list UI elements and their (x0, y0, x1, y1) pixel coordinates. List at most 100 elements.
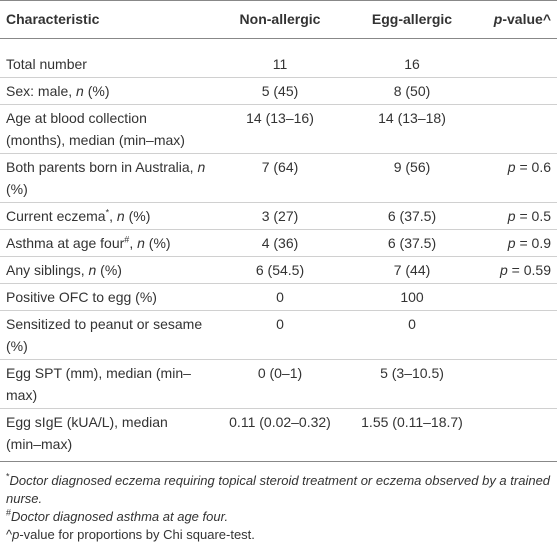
text-segment: 0 (0–1) (257, 365, 303, 381)
text-segment: 14 (13–16) (246, 110, 314, 126)
text-segment: (%) (96, 262, 122, 278)
text-segment: p (500, 262, 508, 278)
text-segment: , (109, 208, 117, 224)
cell: 7 (44) (348, 256, 476, 284)
cell: 14 (13–18) (348, 104, 476, 154)
text-segment: # (124, 234, 130, 245)
text-segment: Current eczema (6, 208, 106, 224)
cell: 5 (3–10.5) (348, 359, 476, 409)
text-segment: (%) (144, 235, 171, 251)
cell (476, 77, 557, 105)
text-segment: p (507, 208, 516, 224)
text-segment: 7 (64) (261, 159, 299, 175)
table-row: Both parents born in Australia, n (%) 7 (… (0, 153, 557, 203)
text-segment: 0.11 (0.02–0.32) (229, 414, 331, 430)
table-row: Egg SPT (mm), median (min–max) 0 (0–1) 5 (… (0, 359, 557, 409)
cell: 8 (50) (348, 77, 476, 105)
cell (476, 104, 557, 154)
cell: 0.11 (0.02–0.32) (212, 408, 348, 462)
text-segment: 8 (50) (393, 83, 431, 99)
footnote: ^p-value for proportions by Chi square-t… (6, 526, 551, 544)
row-label: Both parents born in Australia, n (%) (0, 153, 212, 203)
text-segment: n (116, 208, 125, 224)
row-label: Egg sIgE (kUA/L), median (min–max) (0, 408, 212, 462)
text-segment: Both parents born in Australia, (6, 159, 198, 175)
text-segment: Any siblings, (6, 262, 89, 278)
cell: 100 (348, 283, 476, 311)
text-segment: 11 (272, 56, 288, 72)
text-segment: 100 (400, 289, 424, 305)
cell: p = 0.5 (476, 202, 557, 230)
table-row: Any siblings, n (%) 6 (54.5) 7 (44) p = 0.5… (0, 256, 557, 284)
footnote: #Doctor diagnosed asthma at age four. (6, 508, 551, 526)
cell: 9 (56) (348, 153, 476, 203)
text-segment: -value^ (502, 11, 551, 27)
text-segment: 0 (276, 289, 284, 305)
cell (476, 283, 557, 311)
text-segment: p (507, 159, 516, 175)
text-segment: Positive OFC to egg (%) (6, 289, 157, 305)
text-segment: * (6, 471, 10, 482)
row-label: Egg SPT (mm), median (min–max) (0, 359, 212, 409)
text-segment: -value for proportions by Chi square-tes… (19, 527, 255, 542)
footnote: *Doctor diagnosed eczema requiring topic… (6, 472, 551, 508)
text-segment: ^ (6, 527, 13, 542)
text-segment: (%) (124, 208, 151, 224)
text-segment: (%) (83, 83, 110, 99)
cell: 0 (0–1) (212, 359, 348, 409)
cell: 11 (212, 38, 348, 78)
text-segment: Non-allergic (239, 11, 321, 27)
text-segment: 1.55 (0.11–18.7) (361, 414, 463, 430)
cell: 5 (45) (212, 77, 348, 105)
text-segment: 6 (37.5) (387, 235, 437, 251)
row-label: Current eczema*, n (%) (0, 202, 212, 230)
text-segment: Egg sIgE (kUA/L), median (min–max) (6, 414, 168, 452)
cell: 0 (348, 310, 476, 360)
text-segment: = 0.59 (507, 262, 551, 278)
row-label: Sensitized to peanut or sesame (%) (0, 310, 212, 360)
cell: 14 (13–16) (212, 104, 348, 154)
header-row: Characteristic Non-allergic Egg-allergic p-… (0, 0, 557, 39)
table-row: Asthma at age four#, n (%) 4 (36) 6 (37.5)… (0, 229, 557, 257)
cell: 0 (212, 310, 348, 360)
table-row: Egg sIgE (kUA/L), median (min–max) 0.11 (… (0, 408, 557, 462)
text-segment: Asthma at age four (6, 235, 125, 251)
table-row: Sex: male, n (%) 5 (45) 8 (50) (0, 77, 557, 105)
text-segment: 9 (56) (393, 159, 431, 175)
cell: 1.55 (0.11–18.7) (348, 408, 476, 462)
text-segment: = 0.6 (515, 159, 551, 175)
text-segment: n (88, 262, 97, 278)
row-label: Age at blood collection (months), median… (0, 104, 212, 154)
row-label: Total number (0, 38, 212, 78)
text-segment: Characteristic (6, 11, 100, 27)
column-header: Non-allergic (212, 0, 348, 39)
cell (476, 359, 557, 409)
text-segment: p (493, 11, 503, 27)
table-header: Characteristic Non-allergic Egg-allergic p-… (0, 0, 557, 39)
text-segment: p (507, 235, 516, 251)
cell (476, 38, 557, 78)
text-segment: 4 (36) (261, 235, 299, 251)
text-segment: 7 (44) (393, 262, 431, 278)
text-segment: 0 (408, 316, 416, 332)
row-label: Asthma at age four#, n (%) (0, 229, 212, 257)
row-label: Any siblings, n (%) (0, 256, 212, 284)
text-segment: n (197, 159, 206, 175)
text-segment: 0 (276, 316, 284, 332)
column-header: Egg-allergic (348, 0, 476, 39)
cell: 16 (348, 38, 476, 78)
cell: 6 (54.5) (212, 256, 348, 284)
cell: p = 0.6 (476, 153, 557, 203)
text-segment: 5 (45) (261, 83, 299, 99)
text-segment: 16 (404, 56, 420, 72)
table-row: Age at blood collection (months), median… (0, 104, 557, 154)
column-header: p-value^ (476, 0, 557, 39)
text-segment: 6 (54.5) (255, 262, 305, 278)
cell: 0 (212, 283, 348, 311)
text-segment: n (76, 83, 84, 99)
text-segment: = 0.5 (515, 208, 551, 224)
table: Characteristic Non-allergic Egg-allergic p-… (0, 0, 557, 462)
text-segment: , (129, 235, 138, 251)
